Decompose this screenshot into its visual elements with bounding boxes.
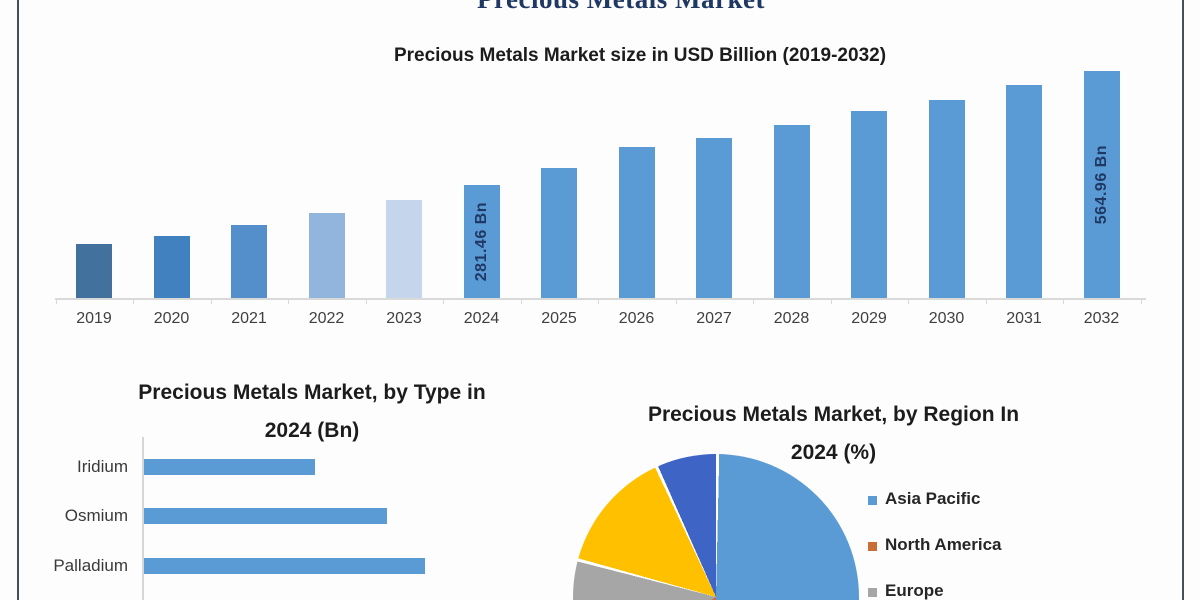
bar-2028 (773, 125, 810, 298)
x-tick-label-2020: 2020 (153, 310, 190, 327)
x-tick-label-2024: 2024 (463, 310, 500, 327)
type-bar-osmium (144, 508, 387, 524)
by-region-chart-title-line1: Precious Metals Market, by Region In (647, 403, 1020, 426)
x-tick-label-2021: 2021 (231, 310, 267, 327)
bar-2025 (541, 168, 577, 298)
bar-2021 (231, 225, 267, 298)
x-tick-label-2025: 2025 (541, 310, 577, 327)
bar-2027 (696, 138, 732, 298)
x-axis-tick (985, 299, 987, 304)
bar-data-label-2032: 564.96 Bn (1092, 144, 1110, 225)
legend-label-europe: Europe (885, 581, 944, 600)
x-axis-tick (365, 299, 367, 304)
bar-data-label-2024: 281.46 Bn (472, 201, 490, 282)
x-axis-tick (1140, 299, 1142, 304)
bar-2023 (386, 200, 422, 298)
bar-2030 (928, 100, 965, 298)
x-tick-label-2031: 2031 (1006, 310, 1042, 327)
x-tick-label-2026: 2026 (618, 310, 655, 327)
bar-2031 (1006, 85, 1042, 298)
x-axis-tick (675, 299, 677, 304)
x-axis-tick (598, 299, 599, 304)
x-tick-label-2019: 2019 (76, 310, 112, 327)
x-axis-tick (288, 299, 289, 304)
by-type-chart-title-line1: Precious Metals Market, by Type in (138, 381, 486, 404)
page-title: Precious Metals Market (42, 0, 1200, 15)
x-axis-line (55, 298, 1146, 300)
x-axis-tick (520, 299, 522, 304)
x-tick-label-2030: 2030 (928, 310, 965, 327)
market-size-chart-title: Precious Metals Market size in USD Billi… (393, 45, 887, 66)
x-tick-label-2022: 2022 (308, 310, 345, 327)
canvas-border-right (1182, 0, 1184, 600)
legend-label-asia-pacific: Asia Pacific (885, 489, 981, 508)
x-axis-tick (753, 299, 754, 304)
x-axis-tick (1063, 299, 1064, 304)
bar-2024 (463, 185, 500, 298)
x-axis-tick (443, 299, 444, 304)
x-tick-label-2032: 2032 (1083, 310, 1120, 327)
by-type-chart-title-line2: 2024 (Bn) (264, 419, 360, 442)
type-bar-palladium (144, 558, 425, 574)
x-tick-label-2027: 2027 (696, 310, 732, 327)
x-axis-tick (830, 299, 832, 304)
type-label-palladium: Palladium (53, 556, 128, 575)
x-axis-tick (55, 299, 57, 304)
type-label-osmium: Osmium (64, 506, 128, 525)
bar-2020 (153, 236, 190, 298)
bar-2022 (308, 213, 345, 298)
type-label-iridium: Iridium (76, 457, 128, 476)
x-tick-label-2028: 2028 (773, 310, 810, 327)
type-bar-iridium (144, 459, 315, 475)
x-tick-label-2023: 2023 (386, 310, 422, 327)
canvas-border-left (17, 0, 19, 600)
legend-swatch-europe (868, 588, 877, 597)
by-region-chart-title-line2: 2024 (%) (790, 441, 877, 464)
bar-2026 (618, 147, 655, 298)
bar-2029 (851, 111, 887, 298)
legend-swatch-north-america (868, 542, 877, 551)
x-tick-label-2029: 2029 (851, 310, 887, 327)
legend-label-north-america: North America (885, 535, 1002, 554)
bar-2032 (1083, 71, 1120, 298)
legend-swatch-asia-pacific (868, 496, 877, 505)
bar-2019 (76, 244, 112, 298)
region-pie (573, 454, 859, 600)
x-axis-tick (210, 299, 212, 304)
y-axis-line (142, 437, 144, 600)
x-axis-tick (133, 299, 134, 304)
x-axis-tick (908, 299, 909, 304)
